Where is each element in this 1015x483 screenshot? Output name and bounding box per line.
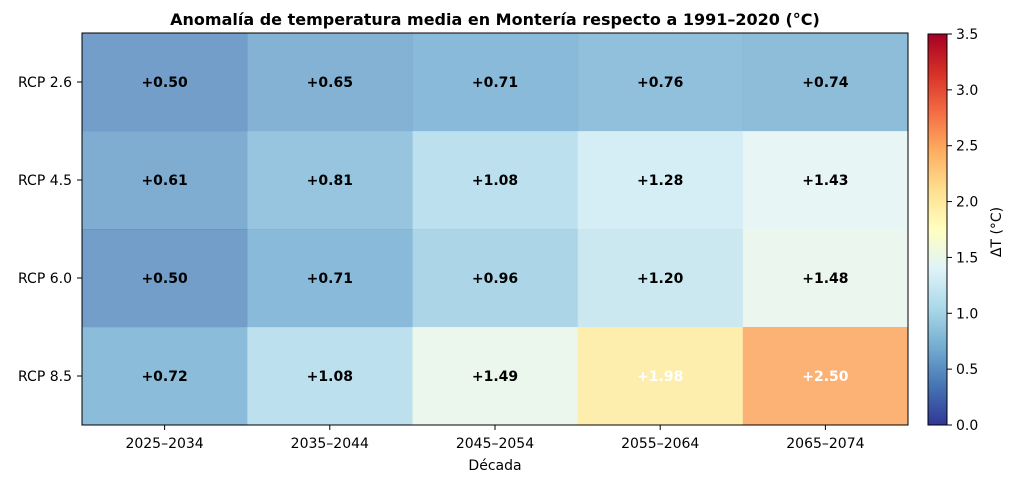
colorbar [927, 33, 948, 426]
heatmap-cell [742, 229, 909, 328]
colorbar-tick-label: 2.0 [956, 195, 978, 211]
cell-value-label: +0.71 [307, 271, 353, 287]
x-tick-label: 2045–2054 [456, 436, 534, 452]
cell-value-label: +1.08 [307, 369, 353, 385]
x-tick-label: 2035–2044 [291, 436, 369, 452]
y-tick-label: RCP 2.6 [18, 75, 72, 91]
cell-value-label: +0.72 [141, 369, 187, 385]
chart-title: Anomalía de temperatura media en Monterí… [170, 10, 820, 29]
cell-value-label: +0.61 [141, 173, 187, 189]
cell-value-label: +0.96 [472, 271, 518, 287]
cell-value-label: +1.49 [472, 369, 518, 385]
heatmap-cell-labels: +0.50 +0.65 +0.71 +0.76 +0.74 +0.61 +0.81 +1.08… [141, 75, 848, 385]
cell-value-label: +1.48 [802, 271, 848, 287]
y-tick-label: RCP 8.5 [18, 369, 72, 385]
colorbar-tick-label: 3.5 [956, 27, 978, 43]
y-axis: RCP 2.6 RCP 4.5 RCP 6.0 RCP 8.5 [18, 75, 82, 385]
cell-value-label: +1.08 [472, 173, 518, 189]
cell-value-label: +0.50 [141, 75, 188, 91]
heatmap-cell [412, 131, 579, 230]
cell-value-label: +0.76 [637, 75, 683, 91]
heatmap-cell [412, 327, 579, 426]
heatmap-cells [82, 33, 909, 426]
cell-value-label: +0.74 [802, 75, 849, 91]
x-axis: 2025–2034 2035–2044 2045–2054 2055–2064 2065… [125, 425, 865, 452]
y-tick-label: RCP 6.0 [18, 271, 72, 287]
heatmap-cell [247, 229, 413, 328]
x-tick-label: 2025–2034 [125, 436, 203, 452]
cell-value-label: +0.50 [141, 271, 188, 287]
heatmap-cell [742, 33, 909, 132]
cell-value-label: +1.28 [637, 173, 683, 189]
heatmap-cell [82, 131, 248, 230]
cell-value-label: +1.98 [637, 369, 683, 385]
cell-value-label: +1.20 [637, 271, 684, 287]
heatmap-cell [247, 131, 413, 230]
x-tick-label: 2055–2064 [621, 436, 699, 452]
colorbar-axis: 0.0 0.5 1.0 1.5 2.0 2.5 3.0 3.5 [947, 27, 978, 434]
heatmap-cell [82, 33, 248, 132]
cell-value-label: +0.65 [307, 75, 353, 91]
cell-value-label: +1.43 [802, 173, 848, 189]
heatmap-cell [577, 327, 744, 426]
y-tick-label: RCP 4.5 [18, 173, 72, 189]
heatmap-cell [412, 33, 579, 132]
colorbar-tick-label: 0.5 [956, 362, 978, 378]
x-axis-label: Década [468, 458, 521, 474]
cell-value-label: +0.81 [307, 173, 353, 189]
colorbar-tick-label: 1.5 [956, 250, 978, 266]
colorbar-tick-label: 3.0 [956, 83, 978, 99]
colorbar-tick-label: 2.5 [956, 139, 978, 155]
heatmap-cell [412, 229, 579, 328]
colorbar-label: ΔT (°C) [989, 207, 1005, 257]
heatmap-cell [577, 131, 744, 230]
heatmap-cell [577, 33, 744, 132]
x-tick-label: 2065–2074 [786, 436, 864, 452]
heatmap-cell [247, 33, 413, 132]
heatmap-cell [742, 327, 909, 426]
cell-value-label: +2.50 [802, 369, 849, 385]
heatmap-cell [742, 131, 909, 230]
colorbar-tick-label: 1.0 [956, 306, 978, 322]
heatmap-cell [82, 327, 248, 426]
heatmap-cell [247, 327, 413, 426]
heatmap-cell [82, 229, 248, 328]
heatmap-cell [577, 229, 744, 328]
colorbar-tick-label: 0.0 [956, 418, 978, 434]
cell-value-label: +0.71 [472, 75, 518, 91]
